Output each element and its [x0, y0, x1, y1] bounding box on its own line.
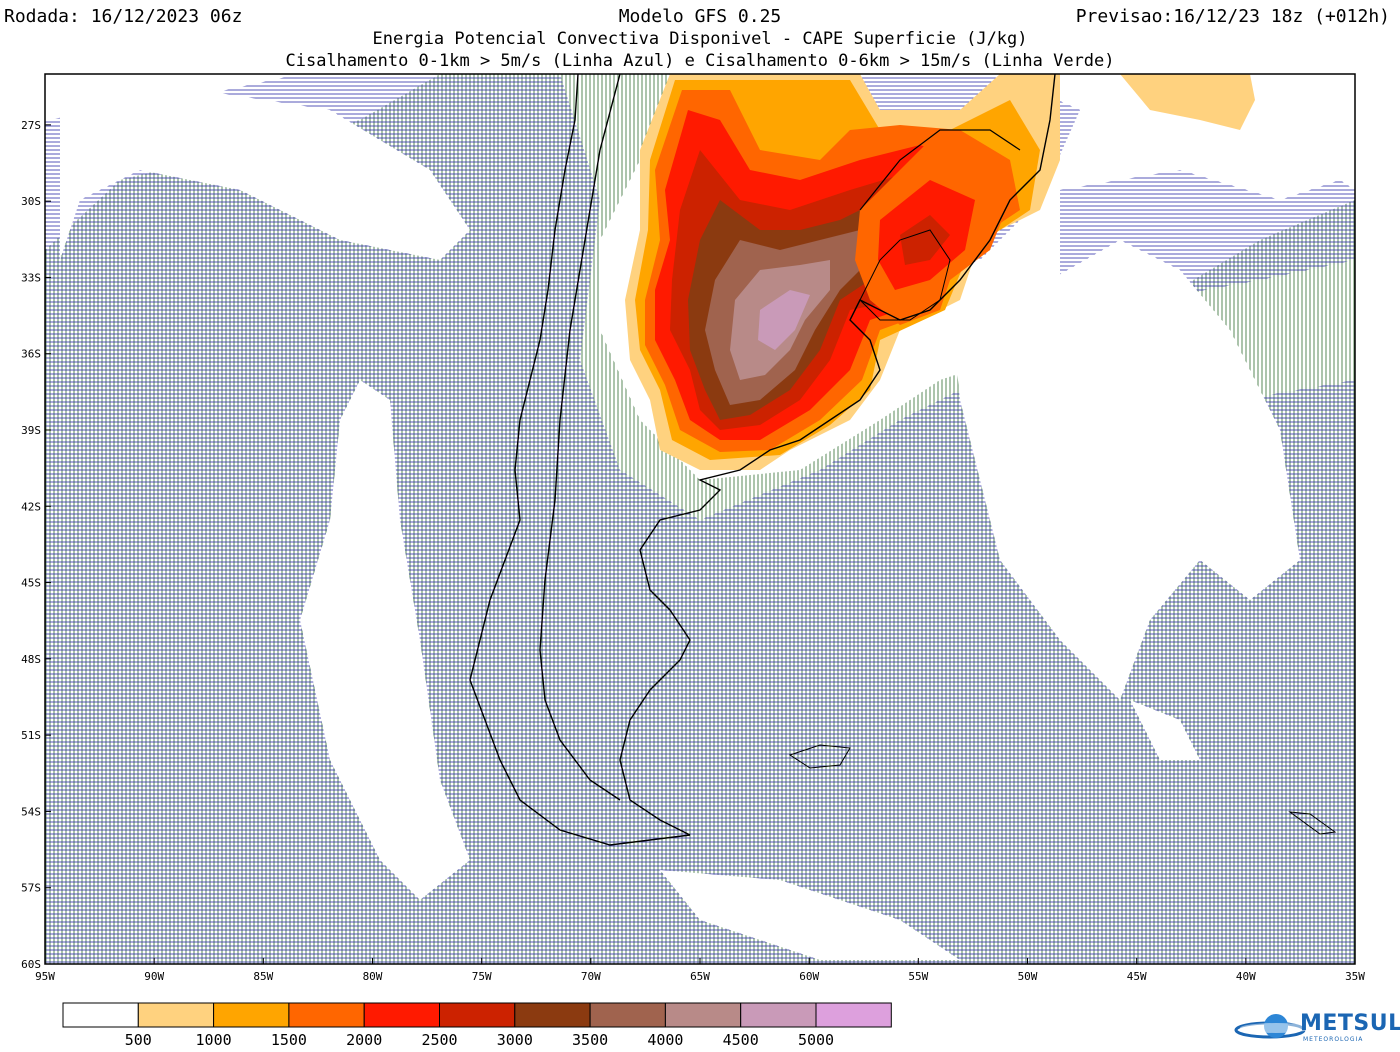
colorbar-label: 500 — [125, 1031, 152, 1049]
lon-tick-label: 45W — [1127, 970, 1147, 983]
colorbar-swatch — [62, 1002, 139, 1028]
logo-subtext: METEOROLOGIA — [1303, 1036, 1364, 1043]
forecast-time-label: Previsao:16/12/23 18z (+012h) — [1075, 6, 1390, 27]
subtitle-shear: Cisalhamento 0-1km > 5m/s (Linha Azul) e… — [285, 51, 1115, 71]
lat-tick-label: 54S — [21, 805, 41, 818]
weather-map: 27S 30S 33S 36S 39S 42S 45S 48S 51S 54S 57S 60S 95W… — [21, 73, 1365, 983]
metsul-logo — [1234, 1014, 1312, 1039]
shear-hatching-layer — [45, 74, 1355, 964]
lon-tick-label: 90W — [144, 970, 164, 983]
south-america-west-coast — [469, 74, 691, 846]
lat-tick-label: 60S — [21, 958, 41, 971]
lat-tick-label: 27S — [21, 119, 41, 132]
colorbar-label: 1500 — [271, 1031, 307, 1049]
coastlines — [469, 74, 1337, 846]
colorbar-label: 3000 — [497, 1031, 533, 1049]
lat-tick-label: 48S — [21, 653, 41, 666]
colorbar-swatch — [514, 1002, 591, 1028]
lat-tick-label: 36S — [21, 348, 41, 361]
model-title: Modelo GFS 0.25 — [618, 6, 782, 27]
lon-tick-label: 50W — [1018, 970, 1038, 983]
colorbar-swatch — [740, 1002, 817, 1028]
colorbar-swatch — [288, 1002, 365, 1028]
lon-tick-label: 95W — [35, 970, 55, 983]
colorbar-label: 4500 — [723, 1031, 759, 1049]
lat-tick-label: 33S — [21, 271, 41, 284]
andes-border — [539, 74, 621, 801]
logo-text: METSUL — [1300, 1011, 1400, 1036]
lat-tick-label: 42S — [21, 500, 41, 513]
colorbar-label: 2500 — [421, 1031, 457, 1049]
lon-tick-label: 40W — [1236, 970, 1256, 983]
cape-colorbar: 500 1000 1500 2000 2500 3000 3500 4000 4500 5000 — [62, 1002, 892, 1049]
rio-de-la-plata — [859, 229, 951, 321]
colorbar-label: 3500 — [572, 1031, 608, 1049]
lon-tick-label: 85W — [253, 970, 273, 983]
lat-tick-label: 57S — [21, 882, 41, 895]
colorbar-label: 2000 — [346, 1031, 382, 1049]
lon-tick-label: 60W — [799, 970, 819, 983]
cape-4500 — [758, 290, 810, 350]
colorbar-label: 1000 — [196, 1031, 232, 1049]
lat-tick-label: 30S — [21, 195, 41, 208]
falklands — [788, 744, 851, 769]
lat-tick-label: 45S — [21, 577, 41, 590]
lon-tick-label: 55W — [908, 970, 928, 983]
subtitle-cape: Energia Potencial Convectiva Disponivel … — [372, 29, 1028, 49]
colorbar-swatch — [213, 1002, 290, 1028]
lon-tick-label: 75W — [472, 970, 492, 983]
latitude-axis: 27S 30S 33S 36S 39S 42S 45S 48S 51S 54S 57S 60S — [21, 119, 51, 971]
lat-tick-label: 51S — [21, 729, 41, 742]
lon-tick-label: 70W — [581, 970, 601, 983]
south-georgia — [1288, 811, 1337, 835]
colorbar-swatch — [439, 1002, 516, 1028]
lon-tick-label: 35W — [1345, 970, 1365, 983]
cape-shading-layer — [625, 74, 1255, 470]
lon-tick-label: 65W — [690, 970, 710, 983]
colorbar-swatch — [589, 1002, 666, 1028]
longitude-axis: 95W 90W 85W 80W 75W 70W 65W 60W 55W 50W 45W 40W 35W — [35, 958, 1365, 983]
south-america-east-coast — [619, 74, 1056, 836]
lat-tick-label: 39S — [21, 424, 41, 437]
run-time-label: Rodada: 16/12/2023 06z — [4, 6, 243, 27]
colorbar-swatch — [664, 1002, 742, 1028]
colorbar-label: 4000 — [647, 1031, 683, 1049]
colorbar-swatch — [363, 1002, 441, 1028]
colorbar-swatch — [815, 1002, 892, 1028]
lon-tick-label: 80W — [363, 970, 383, 983]
uruguay-border — [859, 129, 1021, 211]
colorbar-swatch — [137, 1002, 215, 1028]
colorbar-label: 5000 — [798, 1031, 834, 1049]
